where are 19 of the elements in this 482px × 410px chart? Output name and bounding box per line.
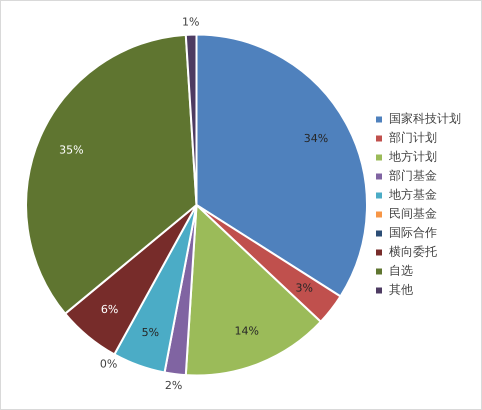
legend-label: 自选 xyxy=(389,264,413,278)
data-label: 6% xyxy=(100,302,118,316)
legend-label: 地方计划 xyxy=(388,150,437,164)
legend-label: 国家科技计划 xyxy=(389,112,461,126)
legend-label: 地方基金 xyxy=(388,188,437,202)
legend-label: 部门计划 xyxy=(389,130,437,145)
text: 0% xyxy=(100,358,118,371)
legend-label: 其他 xyxy=(389,282,413,297)
data-label: 3% xyxy=(296,281,314,294)
data-label: 14% xyxy=(234,324,259,338)
data-label: 34% xyxy=(304,132,328,146)
legend-label: 横向委托 xyxy=(389,244,437,259)
legend-label: 民间基金 xyxy=(389,206,437,221)
legend-label: 部门基金 xyxy=(389,168,437,183)
data-label: 2% xyxy=(164,378,182,392)
legend-label: 国际合作 xyxy=(389,226,437,240)
data-label: 5% xyxy=(142,326,160,340)
data-label: 1% xyxy=(182,16,200,29)
data-label: 35% xyxy=(59,144,84,157)
